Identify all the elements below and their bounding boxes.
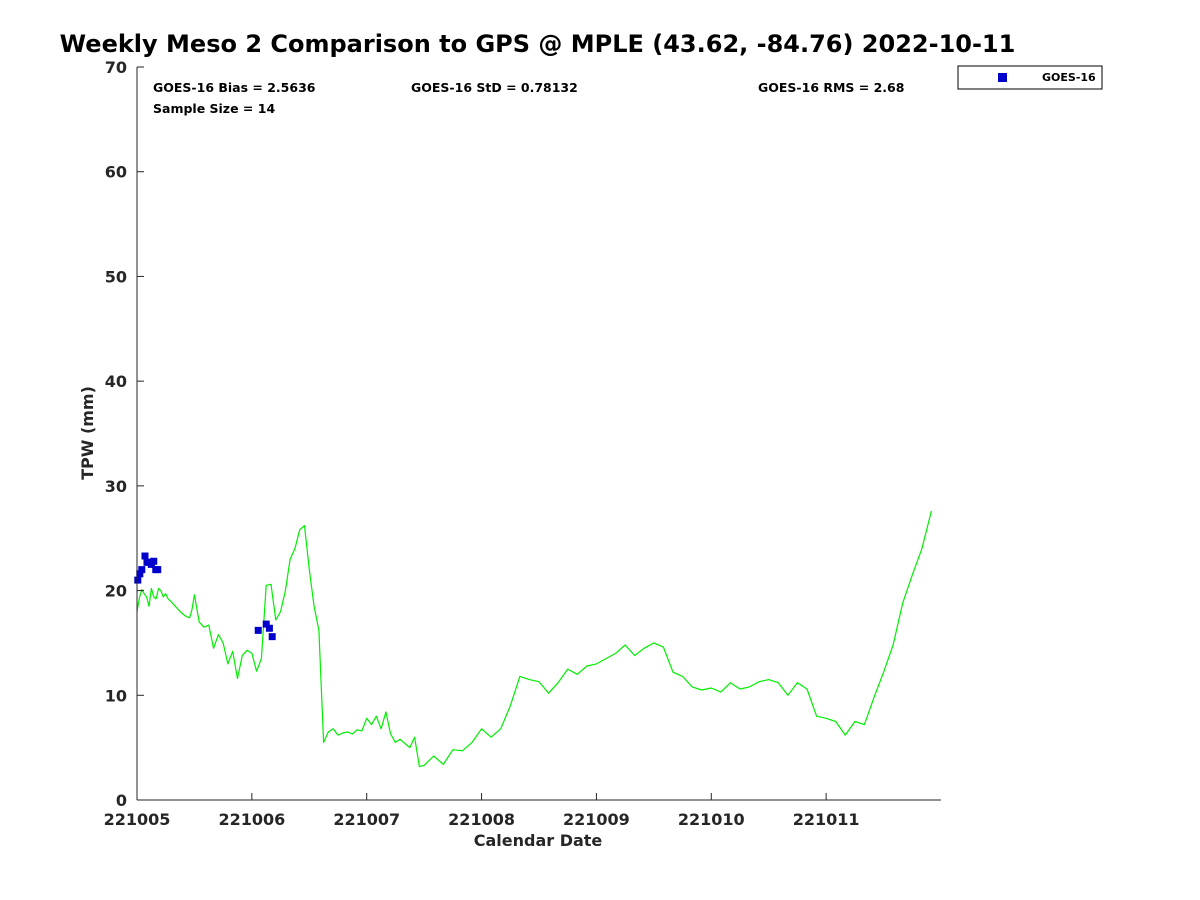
goes16-point xyxy=(268,633,276,641)
x-tick-label: 221007 xyxy=(333,810,400,829)
axes xyxy=(136,66,941,801)
sample-size-stat: Sample Size = 14 xyxy=(153,101,275,116)
legend: GOES-16 xyxy=(957,65,1103,90)
gps-line-layer xyxy=(136,510,932,768)
x-tick-label: 221008 xyxy=(448,810,515,829)
x-tick-label: 221005 xyxy=(104,810,171,829)
bias-stat: GOES-16 Bias = 2.5636 xyxy=(153,80,316,95)
rms-stat: GOES-16 RMS = 2.68 xyxy=(758,80,904,95)
plot-area xyxy=(137,67,941,800)
y-tick-label: 60 xyxy=(105,163,127,182)
goes16-point xyxy=(136,570,144,578)
chart-title: Weekly Meso 2 Comparison to GPS @ MPLE (… xyxy=(59,30,1016,58)
scatter-layer xyxy=(134,552,276,641)
legend-label-goes16: GOES-16 xyxy=(1042,71,1096,84)
goes16-point xyxy=(150,557,158,565)
y-axis-label: TPW (mm) xyxy=(78,386,97,480)
y-tick-label: 20 xyxy=(105,582,127,601)
std-stat: GOES-16 StD = 0.78132 xyxy=(411,80,578,95)
y-tick-label: 10 xyxy=(105,686,127,705)
goes16-point xyxy=(262,620,270,628)
gps-tpw-line xyxy=(136,510,932,768)
goes16-point xyxy=(138,566,146,574)
x-axis-label: Calendar Date xyxy=(474,831,603,850)
y-tick-label: 40 xyxy=(105,372,127,391)
goes16-point xyxy=(134,576,142,584)
legend-box xyxy=(957,65,1103,90)
y-tick-label: 70 xyxy=(105,58,127,77)
goes16-point xyxy=(254,626,262,634)
y-tick-label: 30 xyxy=(105,477,127,496)
goes16-point xyxy=(141,552,149,560)
goes16-point xyxy=(265,624,273,632)
legend-marker xyxy=(998,73,1007,82)
tick-labels: 0 10 20 30 40 50 60 70 221005 221006 221007 221008 2… xyxy=(104,58,860,829)
y-tick-label: 0 xyxy=(116,791,127,810)
plot-background xyxy=(137,67,941,800)
x-tick-label: 221009 xyxy=(563,810,630,829)
x-tick-label: 221006 xyxy=(218,810,285,829)
goes16-point xyxy=(154,566,162,574)
x-tick-label: 221011 xyxy=(793,810,860,829)
y-tick-label: 50 xyxy=(105,267,127,286)
x-tick-label: 221010 xyxy=(678,810,745,829)
